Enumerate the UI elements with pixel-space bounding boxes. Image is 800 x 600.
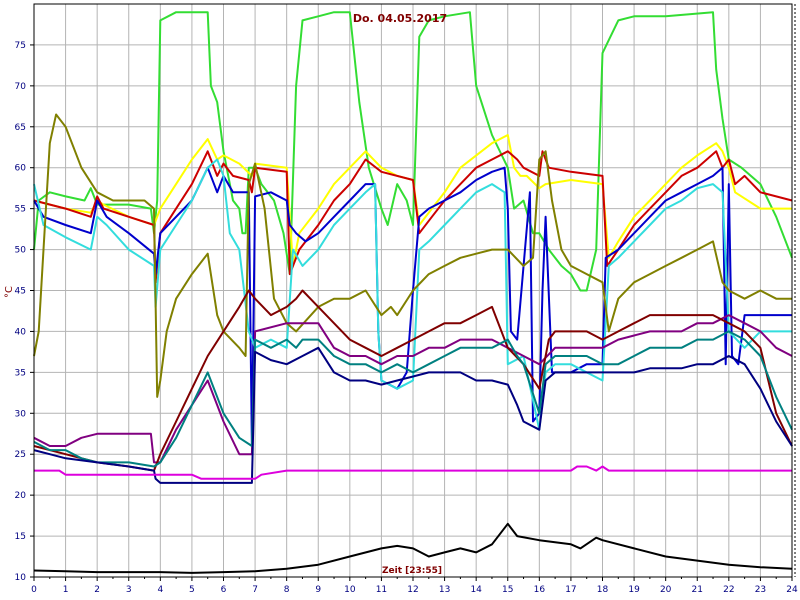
x-tick-label: 7 (252, 585, 258, 595)
x-tick-label: 14 (470, 585, 482, 595)
y-tick-label: 55 (15, 205, 26, 215)
x-tick-label: 6 (221, 585, 227, 595)
x-tick-label: 11 (376, 585, 387, 595)
x-tick-label: 19 (628, 585, 640, 595)
y-tick-label: 35 (15, 368, 26, 378)
y-tick-label: 15 (15, 532, 26, 542)
x-tick-label: 12 (407, 585, 418, 595)
x-tick-label: 21 (692, 585, 703, 595)
y-tick-label: 60 (15, 164, 27, 174)
x-tick-label: 22 (723, 585, 734, 595)
series-line-9 (33, 330, 793, 468)
x-tick-label: 20 (660, 585, 672, 595)
x-tick-label: 5 (189, 585, 195, 595)
y-tick-label: 10 (15, 573, 27, 583)
series-line-5 (33, 158, 792, 431)
y-tick-label: 75 (15, 41, 26, 51)
x-tick-label: 8 (284, 585, 290, 595)
series-line-3 (33, 150, 793, 284)
x-tick-label: 24 (786, 585, 798, 595)
chart-title: Do. 04.05.2017 (353, 12, 447, 25)
x-tick-label: 9 (315, 585, 321, 595)
x-tick-label: 17 (565, 585, 576, 595)
y-tick-label: 70 (15, 82, 27, 92)
series-line-10 (33, 346, 793, 484)
x-tick-label: 0 (31, 585, 37, 595)
x-tick-label: 1 (63, 585, 69, 595)
x-tick-label: 13 (439, 585, 450, 595)
y-axis-label: °C (4, 286, 15, 298)
y-tick-label: 40 (15, 327, 27, 337)
series-line-6 (33, 113, 792, 398)
y-tick-labels: 10 15 20 25 30 35 40 45 50 55 60 65 70 75 (15, 41, 27, 583)
x-tick-label: 2 (94, 585, 100, 595)
y-tick-label: 30 (15, 409, 27, 419)
series-group (33, 11, 793, 574)
y-tick-label: 20 (15, 491, 27, 501)
x-tick-label: 18 (597, 585, 609, 595)
x-tick-label: 23 (755, 585, 766, 595)
y-tick-label: 45 (15, 287, 26, 297)
y-tick-label: 25 (15, 450, 26, 460)
x-tick-labels: 0 1 2 3 4 5 6 7 8 9 10 11 12 13 14 15 16 17 18 19 20 21 22 23 24 (31, 585, 798, 595)
x-tick-label: 4 (157, 585, 163, 595)
plot-frame (33, 3, 793, 578)
axes (30, 3, 796, 581)
y-tick-label: 65 (15, 123, 26, 133)
series-line-8 (33, 289, 793, 472)
x-tick-label: 16 (534, 585, 546, 595)
series-line-11 (34, 465, 792, 480)
x-tick-label: 10 (344, 585, 356, 595)
x-tick-label: 15 (502, 585, 513, 595)
time-status-label: Zeit [23:55] (382, 566, 442, 576)
y-tick-label: 50 (15, 246, 27, 256)
x-tick-label: 3 (126, 585, 132, 595)
series-line-12 (33, 522, 793, 574)
series-line-1 (33, 11, 793, 292)
